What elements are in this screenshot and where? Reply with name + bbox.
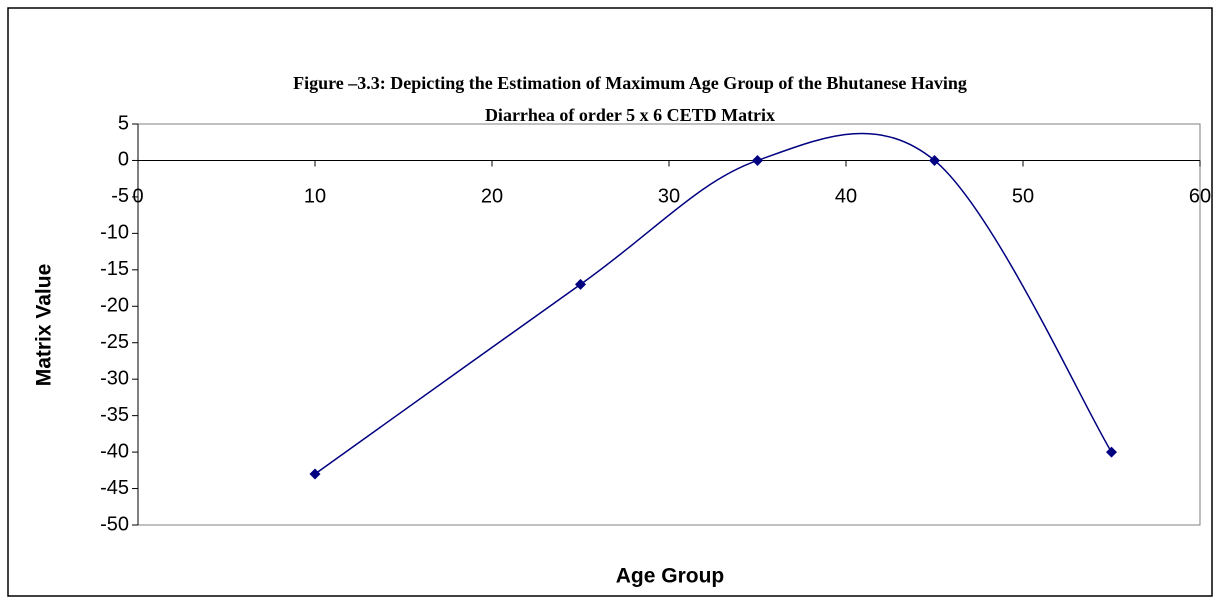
x-axis-label: Age Group <box>616 565 725 588</box>
y-axis-label: Matrix Value <box>33 264 56 387</box>
y-tick-label: -5 <box>111 185 129 207</box>
data-point <box>929 154 940 166</box>
data-point <box>752 154 763 166</box>
y-tick-label: 0 <box>118 149 129 171</box>
y-tick-label: -15 <box>100 258 129 280</box>
x-tick-label: 60 <box>1189 186 1211 208</box>
chart-title: Figure –3.3: Depicting the Estimation of… <box>293 73 967 93</box>
y-tick-label: -45 <box>100 477 129 499</box>
y-tick-label: -50 <box>100 513 129 535</box>
x-tick-label: 20 <box>481 186 503 208</box>
chart-border <box>7 7 1213 597</box>
x-tick-label: 0 <box>132 186 143 208</box>
y-tick-label: -10 <box>100 222 129 244</box>
x-tick-label: 30 <box>658 186 680 208</box>
y-tick-label: -25 <box>100 331 129 353</box>
y-tick-label: -35 <box>100 404 129 426</box>
data-point <box>309 468 321 480</box>
y-tick-label: 5 <box>118 112 129 134</box>
y-tick-label: -30 <box>100 367 129 389</box>
data-point <box>575 278 586 290</box>
y-tick-label: -20 <box>100 295 129 317</box>
y-tick-label: -40 <box>100 440 129 462</box>
x-tick-label: 50 <box>1012 186 1034 208</box>
chart-title: Diarrhea of order 5 x 6 CETD Matrix <box>485 105 775 125</box>
x-tick-label: 10 <box>304 186 326 208</box>
x-tick-label: 40 <box>835 186 857 208</box>
data-point <box>1106 446 1117 458</box>
